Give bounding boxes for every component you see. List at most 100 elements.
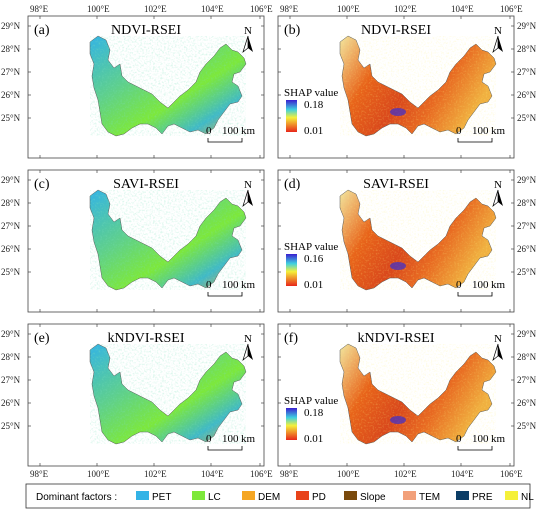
north-arrow-icon: N bbox=[492, 179, 503, 207]
panel-title: kNDVI-RSEI bbox=[358, 331, 435, 346]
lat-label: 26°N bbox=[1, 398, 21, 408]
lon-label: 98°E bbox=[280, 469, 299, 479]
lat-label: 28°N bbox=[517, 44, 537, 54]
legend-item-tem: TEM bbox=[403, 491, 440, 503]
scale-zero: 0 bbox=[206, 433, 212, 445]
lat-label: 26°N bbox=[517, 90, 537, 100]
scale-unit: km bbox=[491, 433, 506, 445]
lon-label: 98°E bbox=[30, 4, 49, 14]
colorbar-min: 0.01 bbox=[304, 279, 323, 291]
panel-title: NDVI-RSEI bbox=[111, 23, 181, 38]
lon-label: 98°E bbox=[280, 4, 299, 14]
map-panel-d: 29°N 28°N 27°N 26°N 25°N (d) SAVI-RSEI N 0 100 km S… bbox=[277, 169, 537, 313]
legend-swatch bbox=[242, 491, 255, 500]
north-arrow-icon: N bbox=[492, 25, 503, 53]
north-arrow-icon: N bbox=[492, 333, 503, 361]
legend-item-label: DEM bbox=[258, 492, 280, 503]
lat-label: 28°N bbox=[1, 198, 21, 208]
scale-value: 100 bbox=[472, 433, 489, 445]
north-label: N bbox=[244, 333, 252, 345]
panel-title: kNDVI-RSEI bbox=[108, 331, 185, 346]
lat-label: 25°N bbox=[1, 421, 21, 431]
map-panel-c: 29°N 28°N 27°N 26°N 25°N (c) SAVI-RSEI N 0 100 km bbox=[1, 169, 265, 313]
lat-label: 26°N bbox=[517, 398, 537, 408]
north-label: N bbox=[244, 25, 252, 37]
colorbar-title: SHAP value bbox=[284, 395, 338, 407]
lat-label: 28°N bbox=[1, 352, 21, 362]
legend-box bbox=[25, 483, 531, 509]
legend-item-dem: DEM bbox=[242, 491, 280, 503]
colorbar-ramp bbox=[286, 254, 297, 286]
scale-unit: km bbox=[491, 279, 506, 291]
legend-item-label: TEM bbox=[419, 492, 440, 503]
north-label: N bbox=[244, 179, 252, 191]
high-shap-patch bbox=[390, 416, 406, 424]
legend-item-label: PRE bbox=[472, 492, 493, 503]
panel-label: (d) bbox=[284, 177, 301, 192]
legend-item-pd: PD bbox=[296, 491, 326, 503]
lat-label: 27°N bbox=[517, 67, 537, 77]
lat-label: 26°N bbox=[1, 90, 21, 100]
lat-label: 27°N bbox=[517, 375, 537, 385]
legend-item-slope: Slope bbox=[344, 491, 386, 503]
lon-label: 102°E bbox=[144, 4, 167, 14]
lat-label: 25°N bbox=[1, 267, 21, 277]
lat-label: 28°N bbox=[1, 44, 21, 54]
lon-label: 104°E bbox=[451, 469, 474, 479]
lat-label: 28°N bbox=[517, 198, 537, 208]
scale-value: 100 bbox=[222, 433, 239, 445]
scale-zero: 0 bbox=[206, 125, 212, 137]
lat-label: 25°N bbox=[517, 113, 537, 123]
legend-item-label: PET bbox=[152, 492, 171, 503]
lon-label: 106°E bbox=[250, 4, 273, 14]
high-shap-patch bbox=[390, 262, 406, 270]
legend-item-label: NL bbox=[521, 492, 534, 503]
colorbar-ramp bbox=[286, 100, 297, 132]
legend: Dominant factors : PET LC DEM PD Slope TEM PRE… bbox=[25, 483, 534, 509]
scale-zero: 0 bbox=[456, 279, 462, 291]
colorbar-min: 0.01 bbox=[304, 125, 323, 137]
lat-label: 29°N bbox=[517, 21, 537, 31]
lon-label: 100°E bbox=[337, 4, 360, 14]
scale-bar: 0 100 km bbox=[206, 433, 256, 451]
legend-swatch bbox=[456, 491, 469, 500]
legend-swatch bbox=[344, 491, 357, 500]
panel-label: (f) bbox=[284, 331, 298, 346]
legend-swatch bbox=[192, 491, 205, 500]
scale-unit: km bbox=[241, 125, 256, 137]
legend-swatch bbox=[403, 491, 416, 500]
panel-title: SAVI-RSEI bbox=[113, 177, 179, 192]
map-panel-f: 98°E 100°E 102°E 104°E 106°E 29°N 28°N 27°N 26°N… bbox=[277, 323, 537, 479]
scale-value: 100 bbox=[472, 125, 489, 137]
colorbar-title: SHAP value bbox=[284, 241, 338, 253]
panel-label: (b) bbox=[284, 23, 301, 38]
north-arrow-icon: N bbox=[242, 25, 253, 53]
legend-swatch bbox=[296, 491, 309, 500]
legend-item-pre: PRE bbox=[456, 491, 493, 503]
legend-item-label: PD bbox=[312, 492, 326, 503]
panel-label: (a) bbox=[34, 23, 50, 38]
high-shap-patch bbox=[390, 108, 406, 116]
legend-item-label: LC bbox=[208, 492, 221, 503]
panel-label: (c) bbox=[34, 177, 50, 192]
scale-zero: 0 bbox=[206, 279, 212, 291]
lon-label: 102°E bbox=[144, 469, 167, 479]
lat-label: 29°N bbox=[1, 329, 21, 339]
lat-label: 27°N bbox=[1, 375, 21, 385]
lon-label: 100°E bbox=[87, 4, 110, 14]
lon-label: 102°E bbox=[394, 4, 417, 14]
lat-label: 29°N bbox=[517, 329, 537, 339]
north-label: N bbox=[494, 179, 502, 191]
legend-swatch bbox=[136, 491, 149, 500]
lon-label: 106°E bbox=[500, 469, 523, 479]
panel-label: (e) bbox=[34, 331, 50, 346]
lat-label: 25°N bbox=[1, 113, 21, 123]
lat-label: 27°N bbox=[1, 221, 21, 231]
scale-unit: km bbox=[241, 279, 256, 291]
legend-title: Dominant factors : bbox=[36, 492, 117, 503]
colorbar-max: 0.16 bbox=[304, 253, 324, 265]
